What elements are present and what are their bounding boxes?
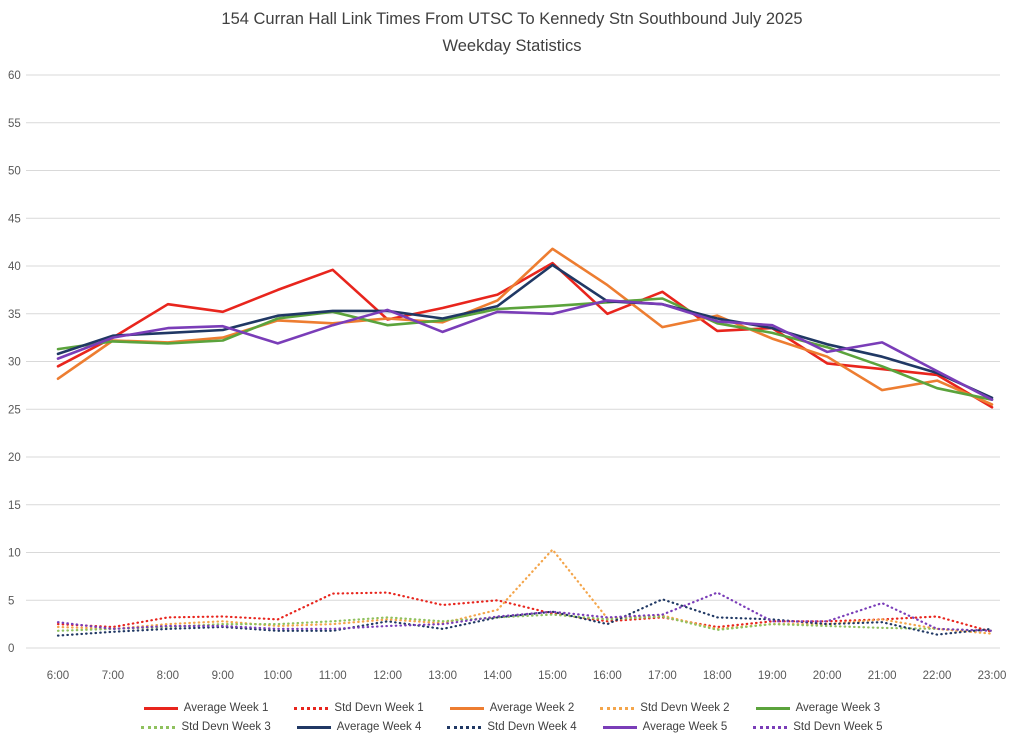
series-line-std-devn-week-3 [56,613,994,632]
y-axis-tick-label: 20 [8,452,21,464]
y-axis-tick-label: 0 [8,643,14,655]
series-line-std-devn-week-1 [56,591,994,633]
dotted-line-swatch-icon [753,725,788,729]
series-line-std-devn-week-5 [56,591,994,632]
x-axis-tick-label: 22:00 [923,670,952,682]
legend-item-label: Std Devn Week 3 [181,721,271,733]
x-axis-tick-label: 14:00 [483,670,512,682]
x-axis-tick-label: 18:00 [703,670,732,682]
x-axis-tick-label: 23:00 [978,670,1007,682]
chart-title: 154 Curran Hall Link Times From UTSC To … [0,6,1024,60]
x-axis-tick-label: 7:00 [102,670,124,682]
dotted-line-swatch-icon [294,706,329,710]
legend-row: Average Week 1 Std Devn Week 1 Average Wee… [143,702,881,714]
series-line-average-week-2 [56,247,994,406]
dotted-line-swatch-icon [141,725,176,729]
legend-item-label: Average Week 4 [336,721,422,733]
x-axis-tick-label: 9:00 [212,670,234,682]
x-axis-tick-label: 15:00 [538,670,567,682]
legend-item-average-week-5: Average Week 5 [602,721,728,733]
legend-item-std-devn-week-4: Std Devn Week 4 [447,721,577,733]
x-axis-tick-label: 11:00 [319,670,347,682]
legend-item-label: Average Week 1 [183,702,269,714]
x-axis-tick-label: 6:00 [47,670,69,682]
legend-item-label: Average Week 5 [642,721,728,733]
legend-item-label: Std Devn Week 4 [487,721,577,733]
y-axis-tick-label: 40 [8,261,21,273]
legend-item-label: Std Devn Week 2 [640,702,730,714]
legend-item-std-devn-week-1: Std Devn Week 1 [294,702,424,714]
y-axis-tick-label: 55 [8,118,21,130]
legend-item-label: Std Devn Week 5 [793,721,883,733]
y-axis-tick-label: 15 [8,500,21,512]
series-line-average-week-4 [56,263,994,400]
chart-legend: Average Week 1 Std Devn Week 1 Average Wee… [0,702,1024,733]
series-line-average-week-5 [56,299,994,402]
y-axis-tick-label: 10 [8,548,21,560]
legend-item-label: Average Week 3 [795,702,881,714]
solid-line-swatch-icon [602,725,637,729]
x-axis-tick-label: 10:00 [263,670,292,682]
x-axis-tick-label: 21:00 [868,670,897,682]
x-axis-tick-label: 8:00 [157,670,179,682]
legend-row: Std Devn Week 3 Average Week 4 Std Devn We… [141,721,883,733]
series-line-std-devn-week-2 [56,548,994,635]
legend-item-label: Std Devn Week 1 [334,702,424,714]
y-axis-tick-label: 25 [8,404,21,416]
x-axis-tick-label: 19:00 [758,670,787,682]
y-axis-tick-label: 30 [8,357,21,369]
x-axis-tick-label: 20:00 [813,670,842,682]
chart-title-line2: Weekday Statistics [442,37,582,55]
series-line-average-week-1 [56,261,994,409]
y-axis-tick-label: 60 [8,70,21,82]
y-axis-tick-label: 5 [8,595,14,607]
legend-item-std-devn-week-2: Std Devn Week 2 [600,702,730,714]
x-axis-tick-label: 17:00 [648,670,677,682]
y-axis-tick-label: 35 [8,309,21,321]
x-axis-tick-label: 12:00 [373,670,402,682]
y-axis-tick-label: 50 [8,166,21,178]
chart-title-line1: 154 Curran Hall Link Times From UTSC To … [221,10,803,28]
legend-item-average-week-3: Average Week 3 [755,702,881,714]
legend-item-std-devn-week-3: Std Devn Week 3 [141,721,271,733]
solid-line-swatch-icon [143,706,178,710]
legend-item-label: Average Week 2 [489,702,575,714]
legend-item-std-devn-week-5: Std Devn Week 5 [753,721,883,733]
solid-line-swatch-icon [755,706,790,710]
solid-line-swatch-icon [449,706,484,710]
legend-item-average-week-2: Average Week 2 [449,702,575,714]
x-axis-tick-label: 13:00 [428,670,457,682]
solid-line-swatch-icon [296,725,331,729]
series-line-std-devn-week-4 [56,598,994,637]
dotted-line-swatch-icon [447,725,482,729]
legend-item-average-week-4: Average Week 4 [296,721,422,733]
dotted-line-swatch-icon [600,706,635,710]
x-axis-tick-label: 16:00 [593,670,622,682]
y-axis-tick-label: 45 [8,213,21,225]
legend-item-average-week-1: Average Week 1 [143,702,269,714]
